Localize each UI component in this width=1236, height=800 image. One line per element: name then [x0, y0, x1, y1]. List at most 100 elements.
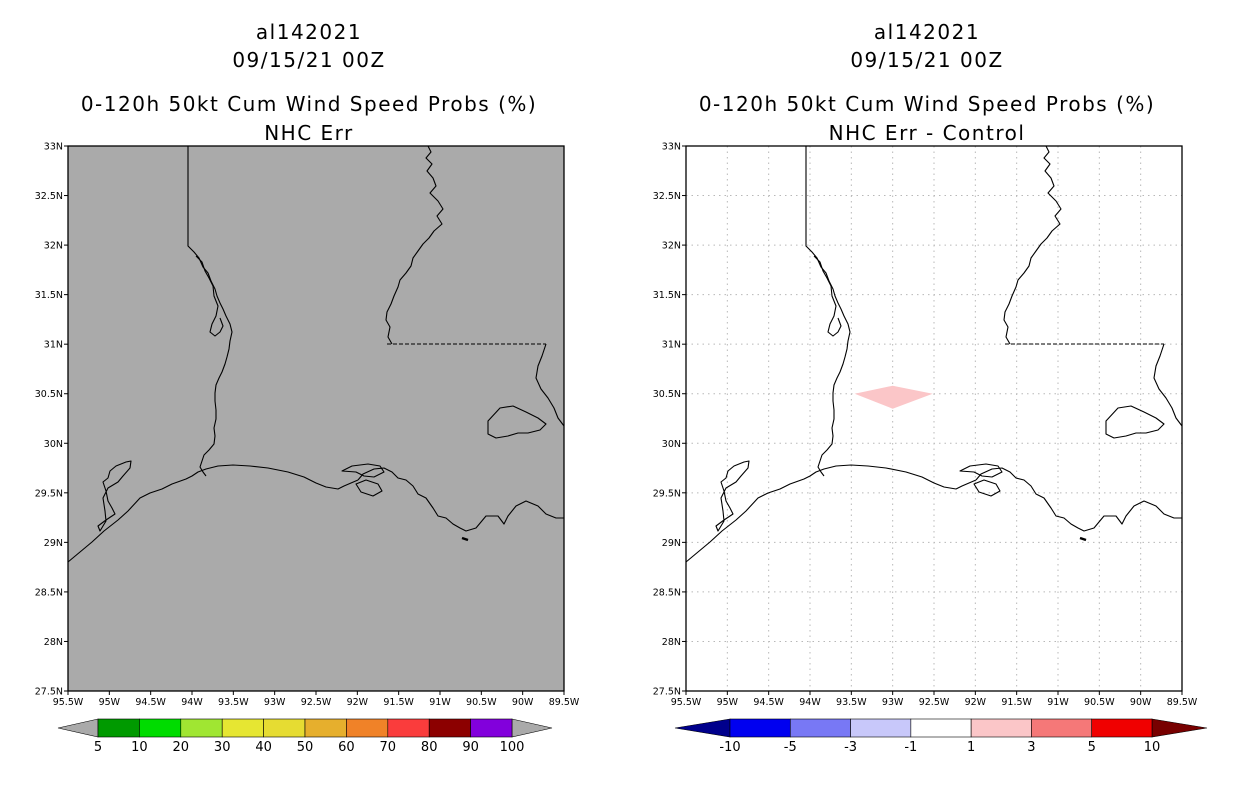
lon-tick-label: 92W — [965, 697, 987, 708]
lon-tick-label: 93.5W — [836, 697, 867, 708]
lon-tick-label: 92.5W — [919, 697, 950, 708]
product-title: 0-120h 50kt Cum Wind Speed Probs (%) — [698, 92, 1156, 116]
lat-tick-label: 29N — [662, 538, 681, 549]
axes: 95.5W 95W 94.5W 94W 93.5W 93W 92.5W 92W 91.5W 91W… — [653, 142, 1198, 709]
colorbar-swatch — [850, 718, 912, 738]
white-lake — [959, 463, 1003, 478]
lake-pontchartrain — [1105, 405, 1165, 439]
colorbar-label: 20 — [173, 740, 190, 755]
date-title: 09/15/21 00Z — [850, 48, 1004, 72]
lon-tick-label: 89.5W — [1167, 697, 1198, 708]
pearl-river — [535, 343, 565, 427]
colorbar-swatch — [1091, 718, 1153, 738]
lon-tick-label: 91.5W — [383, 697, 414, 708]
colorbar-label: 40 — [255, 740, 272, 755]
colorbar-arrow-high — [511, 718, 553, 738]
lat-tick-label: 31.5N — [653, 290, 681, 301]
galveston-bay — [715, 460, 750, 532]
colorbar-arrow-low — [57, 718, 99, 738]
lon-tick-label: 90W — [512, 697, 534, 708]
lon-tick-label: 94.5W — [753, 697, 784, 708]
lon-tick-label: 95.5W — [53, 697, 84, 708]
lon-tick-label: 91W — [429, 697, 451, 708]
lat-tick-label: 31.5N — [35, 290, 63, 301]
colorbar-label: -3 — [844, 740, 857, 755]
date-title: 09/15/21 00Z — [232, 48, 386, 72]
lat-tick-label: 27.5N — [35, 687, 63, 698]
axes: 95.5W 95W 94.5W 94W 93.5W 93W 92.5W 92W 91.5W 91W… — [35, 142, 580, 709]
plot-area — [68, 146, 564, 691]
subtitle: NHC Err - Control — [828, 121, 1026, 145]
lat-tick-label: 32N — [44, 241, 63, 252]
colorbar-label: 70 — [380, 740, 397, 755]
white-lake — [341, 463, 385, 478]
vermilion-bay — [973, 479, 1001, 497]
lon-tick-label: 95W — [717, 697, 739, 708]
lon-tick-label: 92W — [347, 697, 369, 708]
colorbar-swatch — [970, 718, 1032, 738]
lat-tick-label: 28N — [44, 637, 63, 648]
colorbar-label: 5 — [94, 740, 102, 755]
lon-tick-label: 90.5W — [1084, 697, 1115, 708]
colorbar-swatch — [470, 718, 513, 738]
sabine-river — [195, 255, 224, 337]
pearl-river — [1153, 343, 1183, 427]
gulf-coastline — [685, 464, 977, 563]
colorbar-swatch — [97, 718, 140, 738]
lat-tick-label: 30.5N — [653, 389, 681, 400]
lat-tick-label: 28.5N — [653, 587, 681, 598]
storm-id-title: al142021 — [873, 20, 981, 44]
lon-tick-label: 91W — [1047, 697, 1069, 708]
probability-difference-area — [854, 385, 933, 409]
colorbar-label: 10 — [1144, 740, 1161, 755]
lat-tick-label: 32.5N — [35, 191, 63, 202]
colorbar-label: -1 — [904, 740, 917, 755]
lat-tick-label: 32N — [662, 241, 681, 252]
colorbar-swatch — [729, 718, 791, 738]
lon-tick-label: 95.5W — [671, 697, 702, 708]
colorbar-label: 50 — [297, 740, 314, 755]
colorbar-label: 60 — [338, 740, 355, 755]
colorbar: -10 -5 -3 -1 1 3 5 10 — [674, 718, 1208, 755]
louisiana-coastline — [357, 467, 564, 532]
storm-id-title: al142021 — [255, 20, 363, 44]
lat-tick-label: 30.5N — [35, 389, 63, 400]
lat-tick-label: 27.5N — [653, 687, 681, 698]
lon-tick-label: 91.5W — [1001, 697, 1032, 708]
vermilion-bay — [355, 479, 383, 497]
colorbar-swatch — [180, 718, 223, 738]
colorbar-label: 100 — [500, 740, 525, 755]
colorbar: 5 10 20 30 40 50 60 70 80 90 100 — [57, 718, 553, 755]
colorbar-arrow-low — [674, 718, 731, 738]
lon-tick-label: 95W — [99, 697, 121, 708]
lon-tick-label: 93W — [264, 697, 286, 708]
colorbar-label: -5 — [784, 740, 797, 755]
colorbar-swatch — [387, 718, 430, 738]
map-left: 95.5W 95W 94.5W 94W 93.5W 93W 92.5W 92W 91.5W 91W… — [35, 142, 580, 756]
plot-area — [686, 146, 1182, 691]
map-right: 95.5W 95W 94.5W 94W 93.5W 93W 92.5W 92W 91.5W 91W… — [653, 142, 1208, 755]
colorbar-swatch — [910, 718, 972, 738]
colorbar-swatch — [428, 718, 471, 738]
colorbar-label: 3 — [1027, 740, 1035, 755]
colorbar-swatch — [346, 718, 389, 738]
lat-tick-label: 31N — [662, 340, 681, 351]
louisiana-coastline — [975, 467, 1182, 532]
sabine-river — [813, 255, 842, 337]
lat-tick-label: 33N — [44, 142, 63, 153]
lon-tick-label: 94W — [181, 697, 203, 708]
lat-tick-label: 28N — [662, 637, 681, 648]
colorbar-arrow-high — [1151, 718, 1208, 738]
colorbar-label: -10 — [719, 740, 740, 755]
product-title: 0-120h 50kt Cum Wind Speed Probs (%) — [80, 92, 538, 116]
lat-tick-label: 31N — [44, 340, 63, 351]
colorbar-label: 5 — [1088, 740, 1096, 755]
lon-tick-label: 94.5W — [135, 697, 166, 708]
lat-tick-label: 29N — [44, 538, 63, 549]
geography — [685, 145, 1183, 563]
gulf-coastline — [67, 464, 359, 563]
colorbar-swatch — [263, 718, 306, 738]
lon-tick-label: 90.5W — [466, 697, 497, 708]
geography — [67, 145, 565, 563]
galveston-bay — [97, 460, 132, 532]
